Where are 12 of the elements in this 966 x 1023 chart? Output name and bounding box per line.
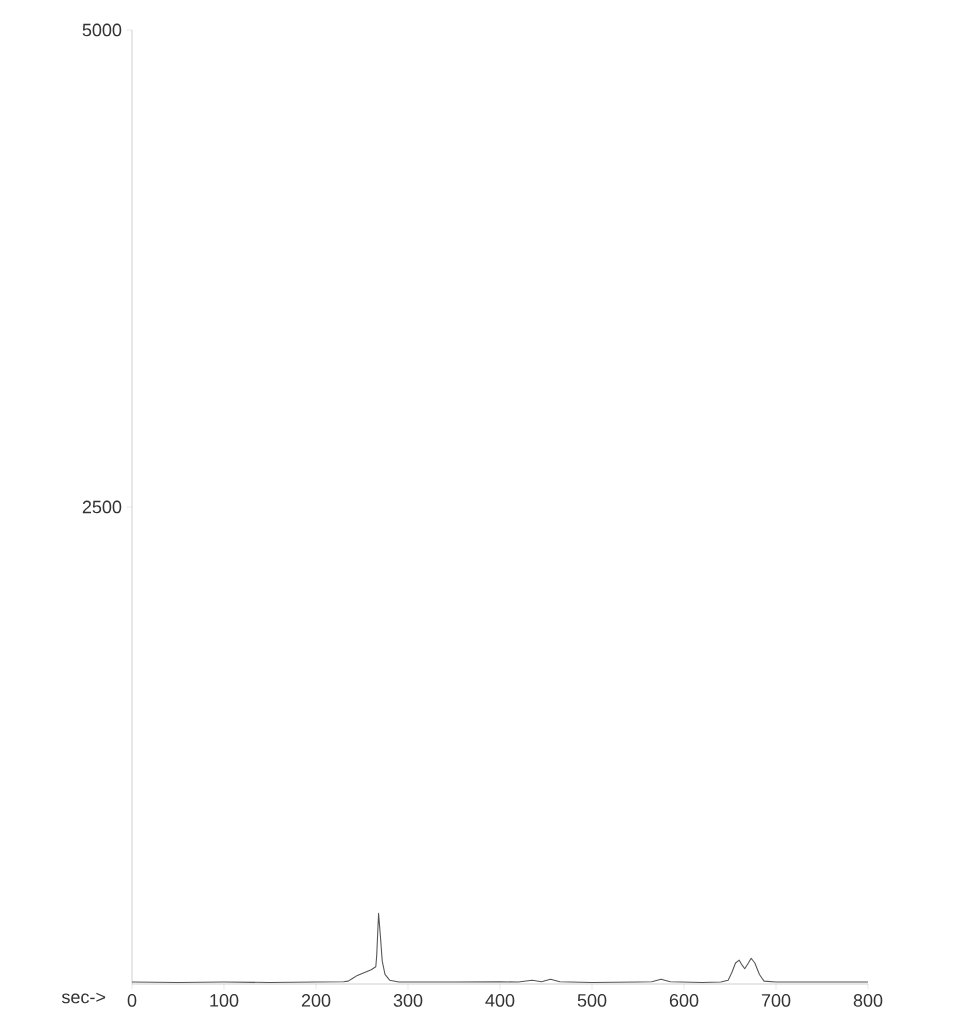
x-tick-label: 800 [853, 994, 883, 1007]
x-tick-label: 600 [669, 994, 699, 1007]
y-tick-label: 2500 [82, 500, 122, 514]
x-tick-label: 700 [761, 994, 791, 1007]
x-tick-label: 100 [210, 994, 239, 1007]
x-tick-label: 0 [127, 994, 137, 1007]
x-tick-label: 300 [393, 994, 423, 1007]
x-tick-label: 200 [301, 994, 331, 1007]
y-tick-label: 5000 [82, 23, 122, 37]
x-tick-label: 500 [577, 994, 607, 1007]
x-axis-title: sec-> [61, 992, 106, 1004]
x-tick-label: 400 [485, 994, 515, 1007]
